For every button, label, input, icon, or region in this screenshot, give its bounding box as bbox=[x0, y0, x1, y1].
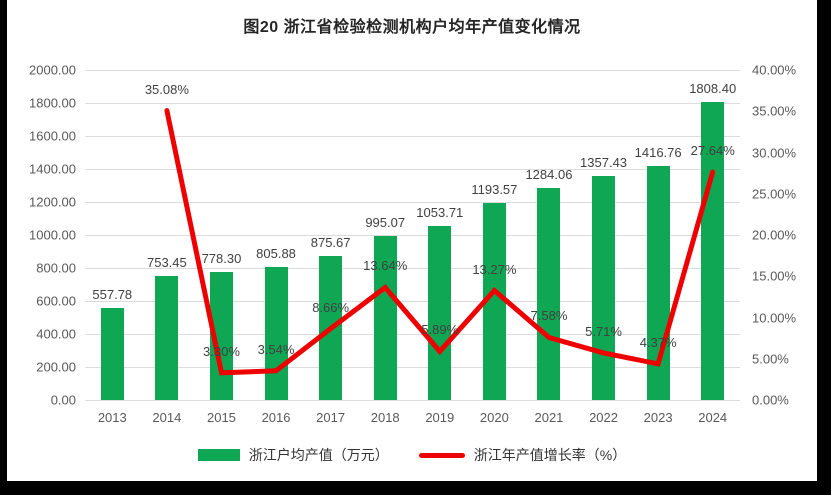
gridline bbox=[85, 301, 740, 302]
bar-series-swatch-icon bbox=[197, 449, 240, 461]
x-axis-tick-2017: 2017 bbox=[316, 410, 346, 425]
bar-value-label-2015: 778.30 bbox=[201, 250, 242, 266]
gridline bbox=[85, 268, 740, 269]
bar-value-label-2019: 1053.71 bbox=[416, 205, 464, 221]
gridline bbox=[85, 70, 740, 71]
right-axis-tick: 15.00% bbox=[752, 268, 797, 284]
x-axis-tick-2020: 2020 bbox=[479, 410, 509, 425]
bar-2013 bbox=[100, 307, 124, 400]
bar-2014 bbox=[155, 275, 179, 400]
growth-rate-label-2023: 4.37% bbox=[639, 334, 677, 350]
gridline bbox=[85, 235, 740, 236]
x-axis-tick-2015: 2015 bbox=[206, 410, 236, 425]
bar-value-label-2022: 1357.43 bbox=[580, 155, 628, 171]
bar-2019 bbox=[428, 226, 452, 400]
screen-edge-left bbox=[0, 0, 7, 495]
line-series-swatch-icon bbox=[418, 452, 465, 458]
right-axis-tick: 35.00% bbox=[752, 103, 797, 119]
bar-2021 bbox=[537, 188, 561, 400]
right-axis-tick: 0.00% bbox=[752, 392, 789, 408]
bar-2022 bbox=[592, 176, 616, 400]
left-axis-tick: 1600.00 bbox=[29, 128, 76, 144]
growth-rate-label-2022: 5.71% bbox=[585, 323, 622, 339]
bar-2018 bbox=[373, 235, 397, 400]
x-axis-tick-2014: 2014 bbox=[152, 410, 182, 425]
bar-2015 bbox=[209, 271, 233, 400]
growth-rate-label-2016: 3.54% bbox=[257, 341, 295, 357]
x-axis-tick-2023: 2023 bbox=[643, 410, 673, 425]
growth-rate-label-2018: 13.64% bbox=[363, 258, 408, 274]
left-axis-tick: 200.00 bbox=[36, 359, 76, 375]
left-axis-tick: 0.00 bbox=[50, 392, 76, 408]
bar-value-label-2018: 995.07 bbox=[365, 214, 406, 230]
right-axis-tick: 5.00% bbox=[752, 351, 789, 367]
legend: 浙江户均产值（万元） 浙江年产值增长率（%） bbox=[7, 445, 817, 465]
right-axis-tick: 20.00% bbox=[752, 227, 797, 243]
screen-edge-bottom bbox=[0, 481, 831, 495]
bar-value-label-2020: 1193.57 bbox=[471, 182, 518, 198]
gridline bbox=[85, 367, 740, 368]
legend-entry-line-series: 浙江年产值增长率（%） bbox=[418, 445, 627, 465]
left-axis-tick: 1400.00 bbox=[29, 161, 76, 177]
gridline bbox=[85, 334, 740, 335]
plot-area: 557.78 753.45 778.30 805.88 875.67 995.07 1053… bbox=[85, 70, 740, 401]
growth-rate-label-2014: 35.08% bbox=[144, 81, 189, 97]
chart-title: 图20 浙江省检验检测机构户均年产值变化情况 bbox=[243, 19, 581, 36]
legend-entry-bar-series: 浙江户均产值（万元） bbox=[197, 445, 389, 465]
left-axis-tick: 1000.00 bbox=[29, 227, 76, 243]
left-axis-tick: 600.00 bbox=[36, 293, 76, 309]
chart-canvas: 图20 浙江省检验检测机构户均年产值变化情况 557.78 753.45 778.3… bbox=[7, 0, 817, 481]
right-axis-tick: 40.00% bbox=[752, 62, 797, 78]
right-axis-tick: 10.00% bbox=[752, 310, 797, 325]
left-axis-tick: 400.00 bbox=[36, 326, 76, 342]
screen-edge-right bbox=[817, 0, 831, 495]
bar-value-label-2024: 1808.40 bbox=[689, 80, 737, 96]
legend-label: 浙江年产值增长率（%） bbox=[473, 447, 627, 463]
x-axis-tick-2022: 2022 bbox=[589, 410, 618, 425]
x-axis-tick-2024: 2024 bbox=[698, 410, 728, 425]
right-axis-tick: 30.00% bbox=[752, 145, 797, 160]
legend-label: 浙江户均产值（万元） bbox=[248, 447, 389, 463]
x-axis-tick-2018: 2018 bbox=[370, 410, 400, 425]
x-axis-tick-2013: 2013 bbox=[97, 410, 127, 425]
x-axis-tick-2016: 2016 bbox=[261, 410, 291, 425]
bar-2024 bbox=[701, 101, 725, 400]
gridline bbox=[85, 103, 740, 104]
left-axis-tick: 2000.00 bbox=[29, 62, 76, 78]
x-axis-tick-2021: 2021 bbox=[534, 410, 564, 425]
bar-value-label-2013: 557.78 bbox=[92, 286, 133, 302]
gridline bbox=[85, 169, 740, 170]
left-axis-tick: 800.00 bbox=[36, 260, 76, 276]
right-axis-tick: 25.00% bbox=[752, 186, 797, 202]
growth-rate-label-2024: 27.64% bbox=[690, 142, 735, 158]
bar-value-label-2016: 805.88 bbox=[256, 246, 296, 262]
bar-value-label-2021: 1284.06 bbox=[525, 167, 573, 183]
gridline bbox=[85, 400, 740, 401]
growth-rate-label-2019: 5.89% bbox=[421, 322, 459, 338]
gridline bbox=[85, 202, 740, 203]
growth-rate-label-2015: 3.30% bbox=[203, 343, 240, 359]
growth-rate-label-2020: 13.27% bbox=[472, 261, 517, 277]
bar-value-label-2023: 1416.76 bbox=[634, 145, 682, 161]
growth-rate-label-2021: 7.58% bbox=[530, 308, 568, 324]
bar-value-label-2014: 753.45 bbox=[146, 254, 187, 270]
gridline bbox=[85, 136, 740, 137]
x-axis-tick-2019: 2019 bbox=[425, 410, 455, 425]
bar-value-label-2017: 875.67 bbox=[310, 234, 351, 250]
growth-line bbox=[164, 108, 716, 376]
left-axis-tick: 1800.00 bbox=[29, 95, 76, 111]
bar-2020 bbox=[482, 203, 506, 400]
growth-rate-label-2017: 8.66% bbox=[312, 299, 350, 315]
left-axis-tick: 1200.00 bbox=[29, 194, 76, 210]
